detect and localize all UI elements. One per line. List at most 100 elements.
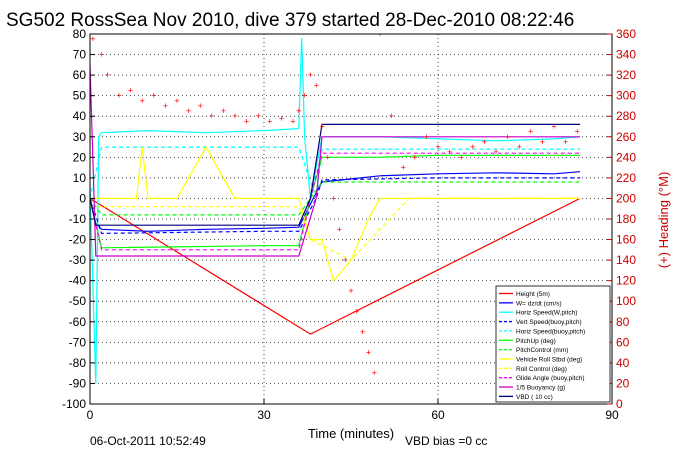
legend-label: Roll Control (deg) [516,366,567,373]
legend-label: Vert Speed(buoy,pitch) [516,319,582,326]
heading-point: + [279,113,284,123]
right-y-tick-label: 120 [616,274,636,288]
heading-point: + [174,96,179,106]
right-y-tick-label: 60 [616,335,630,349]
heading-point: + [575,127,580,137]
x-tick-label: 0 [87,408,94,422]
heading-point: + [296,106,301,116]
left-y-tick-label: -100 [62,397,86,411]
legend-label: Vehicle Roll Stbd (deg) [516,356,582,363]
heading-point: + [331,193,336,203]
left-y-tick-label: 80 [73,27,87,41]
x-tick-label: 30 [257,408,271,422]
right-y-tick-label: 320 [616,68,636,82]
series [90,181,581,216]
right-y-tick-label: 300 [616,89,636,103]
heading-point: + [401,163,406,173]
series-line [90,197,581,335]
heading-point: + [99,50,104,60]
series: + + + + + + + + + + + + + + + + + + + + + + + + + + + + + + + + + + + + + + + +… [90,29,580,378]
right-y-tick-label: 40 [616,356,630,370]
series [90,38,581,384]
heading-point: + [163,101,168,111]
left-y-tick-label: 60 [73,68,87,82]
legend-label: Height (5m) [516,291,550,298]
heading-point: + [348,286,353,296]
axes: 0 30 60 9080706050403020100-10-20-30-40-50-… [62,27,636,422]
left-y-tick-label: -10 [69,212,87,226]
series-line [90,197,581,261]
series-line [90,181,581,216]
series [90,123,581,226]
left-y-tick-label: -40 [69,274,87,288]
series-line [90,123,581,226]
right-y-tick-label: 100 [616,294,636,308]
heading-point: + [319,122,324,132]
left-y-tick-label: -90 [69,376,87,390]
heading-point: + [563,137,568,147]
right-y-tick-label: 80 [616,315,630,329]
series [90,64,581,257]
heading-point: + [267,116,272,126]
heading-point: + [360,327,365,337]
right-y-tick-label: 180 [616,212,636,226]
legend-label: VBD ( 10 cc) [516,394,553,401]
right-y-tick-label: 20 [616,376,630,390]
heading-point: + [116,91,121,101]
legend: Height (5m) W= dz/dt (cm/s) Horiz Speed(W,… [495,285,611,403]
right-y-tick-label: 140 [616,253,636,267]
series-line [90,64,581,257]
heading-point: + [412,152,417,162]
heading-point: + [221,106,226,116]
series [90,152,581,251]
legend-label: Horiz Speed(buoy,pitch) [516,328,585,335]
heading-point: + [337,224,342,234]
series [90,146,581,199]
legend-label: 1/5 Buoyancy (g) [516,385,565,392]
x-axis-label: Time (minutes) [308,426,394,441]
legend-label: PitchUp (deg) [516,338,556,345]
legend-box [495,285,611,403]
heading-point: + [325,152,330,162]
heading-point: + [377,29,382,39]
x-tick-label: 90 [605,408,619,422]
heading-point: + [540,137,545,147]
series-layer: + + + + + + + + + + + + + + + + + + + + + + + + + + + + + + + + + + + + + + + +… [90,29,581,384]
heading-point: + [447,147,452,157]
x-tick-label: 60 [431,408,445,422]
left-y-tick-label: 0 [79,191,86,205]
heading-point: + [186,106,191,116]
heading-point: + [308,70,313,80]
heading-point: + [528,127,533,137]
heading-point: + [482,137,487,147]
right-y-tick-label: 260 [616,130,636,144]
heading-point: + [505,132,510,142]
chart-title: SG502 RossSea Nov 2010, dive 379 started… [6,10,574,31]
heading-point: + [372,368,377,378]
left-y-tick-label: -20 [69,233,87,247]
right-y-tick-label: 200 [616,191,636,205]
left-y-tick-label: 10 [73,171,87,185]
heading-point: + [244,116,249,126]
heading-point: + [90,34,95,44]
heading-point: + [389,111,394,121]
series-line [90,177,581,235]
heading-point: + [551,122,556,132]
heading-point: + [302,91,307,101]
heading-point: + [517,142,522,152]
left-y-tick-label: -50 [69,294,87,308]
left-y-tick-label: -30 [69,253,87,267]
left-y-tick-label: 30 [73,130,87,144]
right-y-tick-label: 0 [616,397,623,411]
legend-label: W= dz/dt (cm/s) [516,300,562,307]
heading-point: + [290,116,295,126]
series-line [90,146,581,199]
heading-point: + [256,111,261,121]
right-axis-label: (+) Heading (°M) [656,172,671,269]
footer-vbd-bias: VBD bias =0 cc [405,434,487,448]
left-y-tick-label: 70 [73,48,87,62]
left-y-tick-label: 50 [73,89,87,103]
heading-point: + [151,91,156,101]
left-y-tick-label: -70 [69,335,87,349]
